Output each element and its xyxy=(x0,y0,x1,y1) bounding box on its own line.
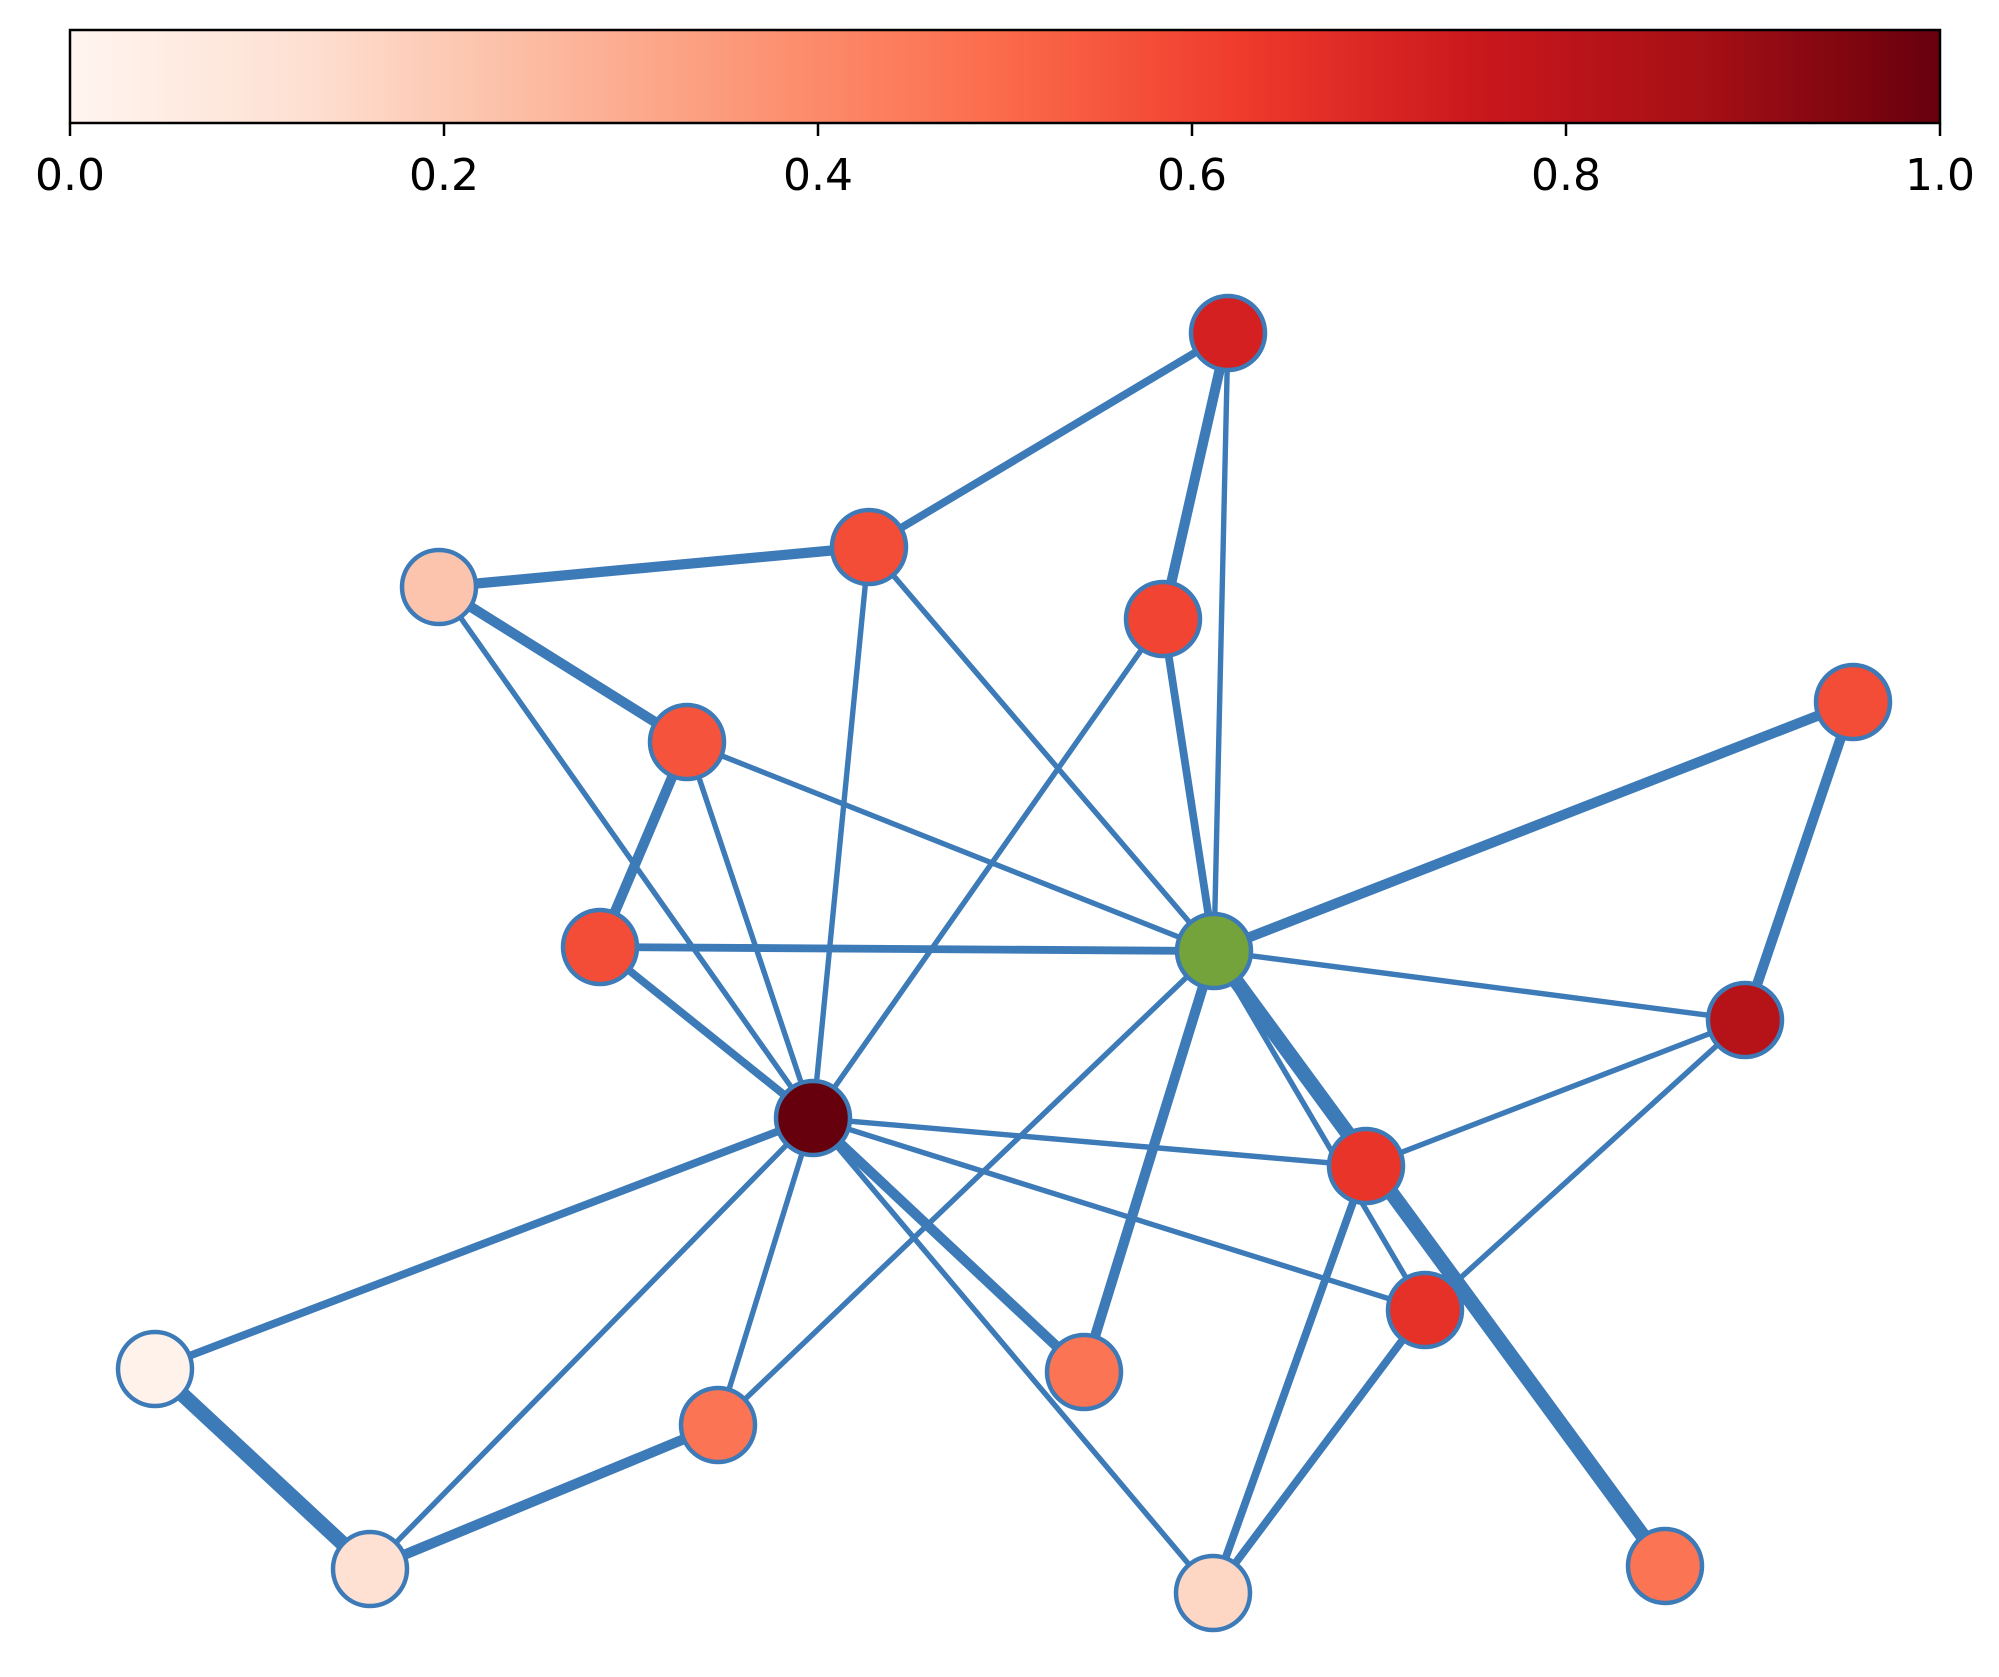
graph-edge xyxy=(810,1115,1369,1169)
colorbar-tick-label: 0.8 xyxy=(1531,150,1601,201)
graph-edge xyxy=(433,541,875,593)
graph-node xyxy=(1625,1526,1705,1606)
graph-nodes xyxy=(115,293,1893,1633)
colorbar-tick-label: 0.4 xyxy=(783,150,853,201)
graph-edge xyxy=(1739,696,1859,1026)
colorbar-ticks: 0.0 0.2 0.4 0.6 0.8 1.0 xyxy=(35,123,1975,201)
graph-edge xyxy=(364,1419,724,1575)
graph-edge xyxy=(810,616,1166,1121)
colorbar-tick-label: 0.0 xyxy=(35,150,105,201)
graph-edge xyxy=(1078,945,1220,1378)
graph-edge xyxy=(436,584,816,1121)
colorbar-tick-label: 0.2 xyxy=(409,150,479,201)
graph-edge xyxy=(147,1361,378,1577)
graph-edge xyxy=(1208,696,1859,957)
graph-node xyxy=(330,1529,410,1609)
graph-edges xyxy=(147,327,1859,1597)
graph-edge xyxy=(1211,948,1748,1023)
graph-edge xyxy=(865,329,1232,551)
graph-node xyxy=(647,702,727,782)
graph-edge xyxy=(684,739,1217,954)
graph-edge xyxy=(596,943,817,1122)
graph-edge xyxy=(1159,615,1218,955)
graph-node-source xyxy=(1174,911,1254,991)
graph-node xyxy=(1813,662,1893,742)
colorbar-tick-label: 0.6 xyxy=(1157,150,1227,201)
graph-edge xyxy=(151,1114,817,1373)
colorbar: 0.0 0.2 0.4 0.6 0.8 1.0 xyxy=(35,28,1975,201)
graph-node xyxy=(1173,1553,1253,1633)
graph-node xyxy=(1123,579,1203,659)
graph-node xyxy=(1044,1332,1124,1412)
graph-node xyxy=(1326,1126,1406,1206)
graph-edge xyxy=(810,544,872,1121)
graph-edge xyxy=(810,1115,1216,1596)
graph-node xyxy=(773,1078,853,1158)
graph-edge xyxy=(1209,1162,1370,1597)
graph-edge xyxy=(684,739,816,1121)
graph-node xyxy=(678,1385,758,1465)
graph-node xyxy=(1705,980,1785,1060)
colorbar-tick-label: 1.0 xyxy=(1905,150,1975,201)
graph-edge xyxy=(596,943,1218,955)
colorbar-gradient-bar xyxy=(68,28,1942,125)
graph-edge xyxy=(1363,1017,1748,1169)
graph-edge xyxy=(1211,330,1231,954)
graph-edge xyxy=(715,948,1217,1428)
graph-node xyxy=(1385,1270,1465,1350)
graph-node xyxy=(560,907,640,987)
graph-edge xyxy=(1422,1017,1748,1313)
graph-edge xyxy=(433,581,693,748)
graph-edge xyxy=(715,1115,816,1428)
graph-edge xyxy=(367,1115,816,1572)
graph-edge xyxy=(1157,327,1234,625)
graph-node xyxy=(1188,293,1268,373)
graph-edge xyxy=(807,1112,1090,1378)
graph-edge xyxy=(866,544,1217,954)
graph-node xyxy=(399,547,479,627)
graph-edge xyxy=(1206,943,1673,1574)
graph-node xyxy=(829,507,909,587)
graph-node xyxy=(115,1329,195,1409)
graph-edge xyxy=(1209,1306,1429,1597)
